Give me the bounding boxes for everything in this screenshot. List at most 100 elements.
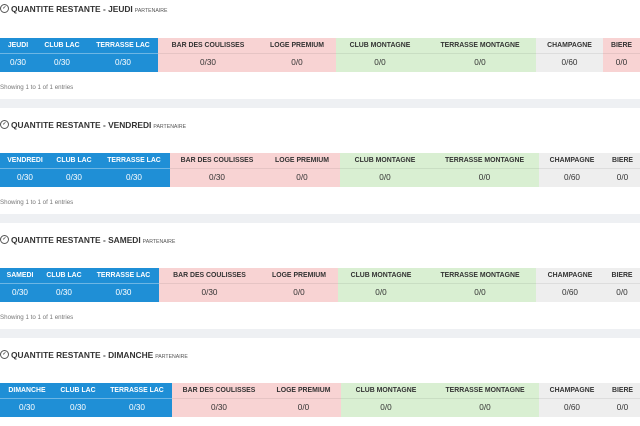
cell-terrasse-montagne: 0/0	[474, 288, 486, 297]
table-info: Showing 1 to 1 of 1 entries	[0, 84, 74, 91]
col-header-terrasse-lac[interactable]: TERRASSE LAC	[96, 42, 150, 49]
col-header-terrasse-montagne[interactable]: TERRASSE MONTAGNE	[444, 157, 525, 164]
montagne-group: CLUB MONTAGNE TERRASSE MONTAGNE 0/0 0/0	[341, 383, 539, 417]
col-header-club-montagne[interactable]: CLUB MONTAGNE	[354, 157, 416, 164]
section-title: ✓ QUANTITE RESTANTE - SAMEDI PARTENAIRE	[0, 233, 175, 247]
col-header-biere[interactable]: BIERE	[611, 272, 633, 279]
biere-group: BIERE 0/0	[604, 268, 640, 302]
section-subtitle: PARTENAIRE	[134, 8, 168, 14]
cell-bar-des-coulisses: 0/30	[200, 58, 216, 67]
col-header-day[interactable]: VENDREDI	[7, 157, 43, 164]
section-jeudi: ✓ QUANTITE RESTANTE - JEUDI PARTENAIRE JEU…	[0, 0, 640, 99]
col-header-terrasse-montagne[interactable]: TERRASSE MONTAGNE	[440, 272, 520, 279]
cell-biere: 0/0	[616, 288, 628, 297]
col-header-champagne[interactable]: CHAMPAGNE	[549, 387, 595, 394]
col-header-day[interactable]: JEUDI	[7, 42, 29, 49]
cell-loge-premium: 0/0	[296, 173, 308, 182]
quantity-table: SAMEDI CLUB LAC TERRASSE LAC 0/30 0/30 0…	[0, 268, 640, 308]
col-header-bar-des-coulisses[interactable]: BAR DES COULISSES	[173, 272, 246, 279]
champagne-group: CHAMPAGNE 0/60	[536, 38, 603, 72]
biere-group: BIERE 0/0	[605, 153, 640, 187]
montagne-group: CLUB MONTAGNE TERRASSE MONTAGNE 0/0 0/0	[340, 153, 539, 187]
col-header-club-lac[interactable]: CLUB LAC	[56, 157, 92, 164]
biere-group: BIERE 0/0	[605, 383, 640, 417]
table-info: Showing 1 to 1 of 1 entries	[0, 314, 74, 321]
check-circle-icon: ✓	[0, 120, 9, 130]
col-header-champagne[interactable]: CHAMPAGNE	[547, 272, 593, 279]
cell-terrasse-montagne: 0/0	[479, 403, 491, 412]
section-separator	[0, 99, 640, 108]
cell-day: 0/30	[12, 288, 28, 297]
col-header-terrasse-montagne[interactable]: TERRASSE MONTAGNE	[440, 42, 520, 49]
montagne-group: CLUB MONTAGNE TERRASSE MONTAGNE 0/0 0/0	[336, 38, 536, 72]
col-header-champagne[interactable]: CHAMPAGNE	[549, 157, 595, 164]
col-header-bar-des-coulisses[interactable]: BAR DES COULISSES	[180, 157, 254, 164]
cell-club-montagne: 0/0	[380, 403, 392, 412]
col-header-club-lac[interactable]: CLUB LAC	[60, 387, 96, 394]
col-header-loge-premium[interactable]: LOGE PREMIUM	[272, 272, 326, 279]
champagne-group: CHAMPAGNE 0/60	[539, 383, 605, 417]
champagne-group: CHAMPAGNE 0/60	[539, 153, 605, 187]
section-title-text: QUANTITE RESTANTE - VENDREDI	[11, 120, 152, 130]
col-header-champagne[interactable]: CHAMPAGNE	[547, 42, 592, 49]
cell-bar-des-coulisses: 0/30	[201, 288, 218, 297]
col-header-loge-premium[interactable]: LOGE PREMIUM	[275, 157, 329, 164]
section-subtitle: PARTENAIRE	[153, 124, 187, 130]
lac-group: DIMANCHE CLUB LAC TERRASSE LAC 0/30 0/30…	[0, 383, 172, 417]
col-header-terrasse-montagne[interactable]: TERRASSE MONTAGNE	[445, 387, 525, 394]
col-header-day[interactable]: SAMEDI	[6, 272, 34, 279]
section-title: ✓ QUANTITE RESTANTE - VENDREDI PARTENAIRE	[0, 118, 186, 132]
col-header-loge-premium[interactable]: LOGE PREMIUM	[276, 387, 331, 394]
col-header-club-montagne[interactable]: CLUB MONTAGNE	[349, 42, 411, 49]
cell-terrasse-montagne: 0/0	[474, 58, 486, 67]
cell-loge-premium: 0/0	[297, 403, 310, 412]
champagne-group: CHAMPAGNE 0/60	[536, 268, 604, 302]
col-header-club-montagne[interactable]: CLUB MONTAGNE	[355, 387, 417, 394]
quantity-table: VENDREDI CLUB LAC TERRASSE LAC 0/30 0/30…	[0, 153, 640, 193]
col-header-club-lac[interactable]: CLUB LAC	[44, 42, 80, 49]
cell-day: 0/30	[19, 403, 35, 412]
section-title: ✓ QUANTITE RESTANTE - DIMANCHE PARTENAIRE	[0, 348, 188, 362]
cell-day: 0/30	[17, 173, 33, 182]
cell-club-montagne: 0/0	[379, 173, 391, 182]
cell-club-lac: 0/30	[54, 58, 70, 67]
col-header-club-montagne[interactable]: CLUB MONTAGNE	[350, 272, 412, 279]
quantity-table: JEUDI CLUB LAC TERRASSE LAC 0/30 0/30 0/…	[0, 38, 640, 78]
cell-terrasse-lac: 0/30	[126, 173, 142, 182]
col-header-terrasse-lac[interactable]: TERRASSE LAC	[110, 387, 164, 394]
cell-terrasse-lac: 0/30	[115, 58, 131, 67]
table-info: Showing 1 to 1 of 1 entries	[0, 199, 74, 206]
coulisses-group: BAR DES COULISSES LOGE PREMIUM 0/30 0/0	[159, 268, 338, 302]
section-subtitle: PARTENAIRE	[155, 354, 188, 360]
cell-club-montagne: 0/0	[375, 288, 387, 297]
section-title-text: QUANTITE RESTANTE - JEUDI	[11, 4, 133, 14]
col-header-club-lac[interactable]: CLUB LAC	[46, 272, 82, 279]
lac-group: JEUDI CLUB LAC TERRASSE LAC 0/30 0/30 0/…	[0, 38, 158, 72]
col-header-biere[interactable]: BIERE	[611, 157, 634, 164]
lac-group: VENDREDI CLUB LAC TERRASSE LAC 0/30 0/30…	[0, 153, 170, 187]
cell-champagne: 0/60	[562, 288, 578, 297]
cell-club-montagne: 0/0	[374, 58, 386, 67]
coulisses-group: BAR DES COULISSES LOGE PREMIUM 0/30 0/0	[158, 38, 336, 72]
cell-biere: 0/0	[615, 58, 628, 67]
col-header-terrasse-lac[interactable]: TERRASSE LAC	[107, 157, 161, 164]
col-header-bar-des-coulisses[interactable]: BAR DES COULISSES	[171, 42, 245, 49]
cell-terrasse-lac: 0/30	[129, 403, 145, 412]
cell-champagne: 0/60	[561, 58, 578, 67]
col-header-day[interactable]: DIMANCHE	[8, 387, 46, 394]
check-circle-icon: ✓	[0, 235, 9, 245]
section-title-text: QUANTITE RESTANTE - SAMEDI	[11, 235, 141, 245]
col-header-loge-premium[interactable]: LOGE PREMIUM	[270, 42, 324, 49]
cell-biere: 0/0	[616, 403, 629, 412]
section-separator	[0, 214, 640, 223]
cell-loge-premium: 0/0	[291, 58, 303, 67]
cell-loge-premium: 0/0	[293, 288, 305, 297]
section-samedi: ✓ QUANTITE RESTANTE - SAMEDI PARTENAIRE SA…	[0, 223, 640, 329]
col-header-biere[interactable]: BIERE	[610, 42, 633, 49]
cell-champagne: 0/60	[564, 173, 580, 182]
cell-club-lac: 0/30	[66, 173, 82, 182]
section-dimanche: ✓ QUANTITE RESTANTE - DIMANCHE PARTENAIRE …	[0, 338, 640, 426]
col-header-biere[interactable]: BIERE	[611, 387, 634, 394]
col-header-terrasse-lac[interactable]: TERRASSE LAC	[96, 272, 151, 279]
col-header-bar-des-coulisses[interactable]: BAR DES COULISSES	[182, 387, 256, 394]
